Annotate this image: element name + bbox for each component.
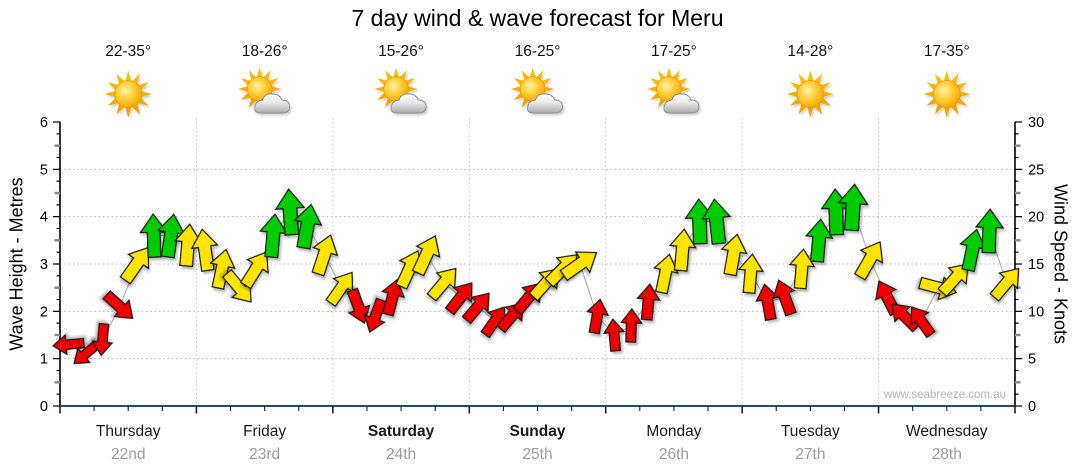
wind-arrows [52,183,1020,365]
wind-arrow [602,318,626,352]
day-temperature: 16-25° [515,43,561,60]
wind-arrow [586,298,610,335]
wind-arrow [381,278,406,317]
wind-arrow [652,253,679,295]
wind-speed-tick-label: 0 [1028,399,1036,415]
wind-arrow [363,297,387,334]
wind-arrow [411,235,441,277]
wind-arrow [959,228,987,273]
wind-arrow [52,333,85,356]
sun-cloud-icon [647,67,700,114]
wind-arrow [239,251,269,290]
wind-trend-polyline [68,206,1008,355]
wind-arrow [737,253,765,295]
wind-arrow [91,322,114,357]
wind-arrow [837,183,869,232]
wind-arrow [804,218,834,263]
wind-arrow [190,228,219,272]
wind-arrow [937,263,969,298]
wind-arrow [755,283,780,322]
wind-arrow [989,267,1020,302]
wind-arrow [209,248,236,290]
day-label: Friday [243,423,286,440]
wind-arrow [559,251,598,282]
wind-speed-tick-label: 30 [1028,115,1044,131]
wind-arrow [788,248,816,290]
wind-speed-tick-label: 15 [1028,257,1044,273]
day-date: 27th [795,446,825,463]
page-title: 7 day wind & wave forecast for Meru [351,5,724,31]
day-temperature: 17-25° [651,43,697,60]
wind-arrow [461,292,490,325]
day-date: 24th [386,446,416,463]
wind-arrow [73,339,101,365]
wave-height-tick-label: 2 [40,304,48,320]
day-date: 22nd [111,446,145,463]
wind-arrow [853,240,884,281]
wind-arrow [720,233,748,277]
wave-height-tick-label: 4 [40,210,48,226]
wind-arrow [156,213,186,259]
day-temperature: 14-28° [787,43,833,60]
wind-arrow [772,279,797,317]
day-date: 26th [659,446,689,463]
day-temperature: 15-26° [378,43,424,60]
wind-arrow [102,290,134,320]
day-temperature: 22-35° [105,43,151,60]
axes [53,121,1022,414]
wind-arrow [668,228,697,272]
watermark: www.seabreeze.com.au [883,389,1006,401]
axis-and-day-labels: 0 1 2 3 4 5 6 0 5 10 15 20 25 30 Thursday 22nd 22-35° Fri… [40,43,1044,463]
wind-arrow [619,307,643,343]
day-label: Wednesday [906,423,988,440]
wind-arrow [173,223,203,268]
wind-arrow [258,213,288,259]
day-temperature: 18-26° [242,43,288,60]
day-label: Saturday [368,423,435,440]
wind-arrow [426,267,457,302]
wind-arrow [293,203,323,250]
weather-icons [104,67,971,118]
sun-icon [786,70,834,118]
wind-arrow [636,283,661,321]
day-label: Monday [646,423,701,440]
day-label: Tuesday [781,423,840,440]
wave-height-tick-label: 0 [40,399,48,415]
sun-cloud-icon [374,67,427,114]
wind-arrow [444,282,473,316]
wave-height-tick-label: 3 [40,257,48,273]
wind-arrow [684,198,715,245]
wave-height-tick-label: 6 [40,115,48,131]
sun-cloud-icon [510,67,563,114]
day-temperature: 17-35° [924,43,970,60]
wave-height-tick-label: 5 [40,162,48,178]
wave-height-tick-label: 1 [40,352,48,368]
wind-speed-tick-label: 20 [1028,210,1044,226]
day-label: Thursday [96,423,161,440]
wind-trend-line [68,206,1008,355]
wind-speed-tick-label: 25 [1028,162,1044,178]
day-label: Sunday [510,423,566,440]
sun-cloud-icon [238,67,291,114]
wind-arrow [701,198,732,245]
wind-arrow [325,271,354,308]
wind-speed-tick-label: 10 [1028,304,1044,320]
day-date: 28th [932,446,962,463]
wind-arrow [974,208,1005,254]
sun-icon [923,70,971,118]
wind-arrow [139,213,169,258]
wind-arrow [311,234,339,277]
sun-icon [104,70,152,118]
wind-speed-tick-label: 5 [1028,352,1036,368]
day-date: 23rd [249,446,280,463]
wind-arrow [910,306,936,339]
day-date: 25th [522,446,552,463]
wind-arrow [119,246,150,285]
wind-arrow [274,188,306,236]
